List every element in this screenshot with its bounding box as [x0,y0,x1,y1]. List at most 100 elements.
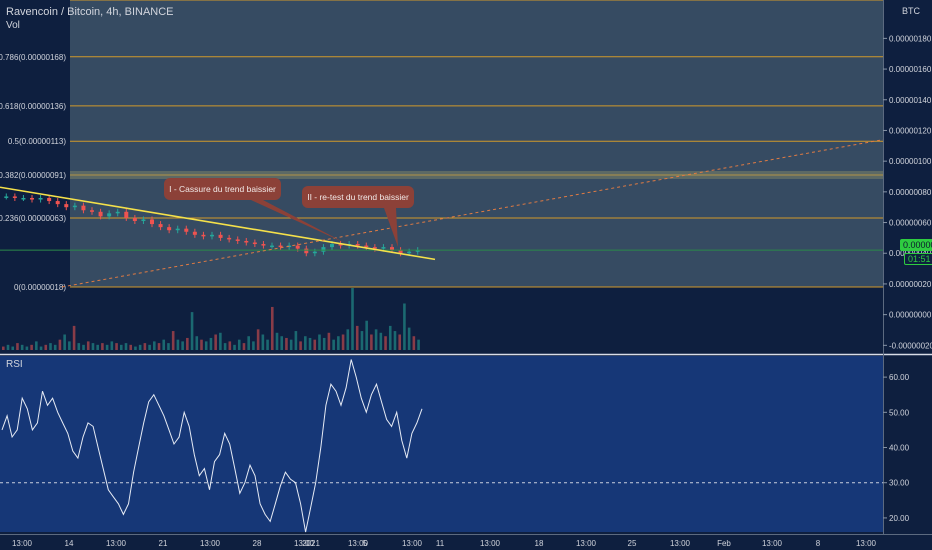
volume-bar [157,343,161,350]
candle-body [252,242,257,245]
volume-bar [96,344,99,350]
volume-bar [162,339,166,350]
candle-body [158,224,163,228]
volume-bar [115,343,118,350]
volume-bar [72,325,76,350]
candle-body [21,197,26,200]
volume-bar [393,331,397,350]
volume-bar [91,343,95,350]
rsi-tick-label: 20.00 [889,514,910,523]
volume-bar [2,346,5,350]
price-pane[interactable]: 0.786(0.00000168) 0.618(0.00000136) 0.5(0.… [0,0,884,292]
volume-bar [219,332,222,350]
volume-bar [299,341,302,350]
volume-bar [129,344,133,350]
volume-bar [11,346,15,350]
time-tick-label: 8 [816,539,821,548]
price-tick-label: 0.00000020 [889,280,932,289]
time-tick-label: 13:00 [294,539,315,548]
candle-body [321,247,326,252]
candle-body [132,217,137,222]
volume-bar [261,334,265,350]
price-tick-label: 0.00000060 [889,219,932,228]
candle-body [390,247,394,251]
volume-bar [403,303,406,350]
fib-zone [70,0,883,288]
volume-bar [228,341,232,350]
time-tick-label: 13:00 [12,539,33,548]
currency-text: BTC [902,6,920,16]
countdown-badge: 01:51 [904,253,932,265]
callout-text: II - re-test du trend baissier [307,192,409,202]
annotations[interactable]: I - Cassure du trend baissier II - re-tes… [164,178,414,247]
volume-bar [285,337,288,350]
volume-bar [171,331,175,350]
fib-level-label: 0.5(0.00000113) [8,137,66,146]
volume-bar [412,336,416,350]
volume-bar [313,339,317,350]
volume-bar [53,344,57,350]
candle-body [407,251,412,254]
volume-legend[interactable]: Vol [6,20,20,31]
rsi-pane[interactable] [0,353,932,533]
volume-bar [200,339,203,350]
volume-bar [294,331,298,350]
volume-bar [360,331,364,350]
volume-bar [204,341,208,350]
volume-bar [237,339,241,350]
volume-bar [82,344,85,350]
candle-body [12,196,17,198]
volume-bar [270,306,274,350]
volume-bar [134,346,137,350]
price-tick-label: 0.00000000 [889,311,932,320]
candle-body [295,245,300,249]
volume-bar [346,329,350,350]
volume-bar [44,344,48,350]
volume-bar [119,344,123,350]
candle-body [244,240,249,243]
volume-bar [242,343,246,350]
time-tick-label: 13:00 [348,539,369,548]
callout-box [164,178,281,200]
candle-body [261,244,266,246]
candle-body [47,197,52,202]
volume-bar [384,336,387,350]
candle-body [201,234,206,237]
rsi-legend[interactable]: RSI [6,359,23,370]
volume-bar [25,346,29,350]
time-tick-label: 13:00 [200,539,221,548]
volume-bar [148,344,151,350]
volume-bar [181,341,184,350]
fib-highlight-band [70,170,883,179]
time-tick-label: 5 [363,539,368,548]
candle-body [107,213,112,217]
volume-bar [124,343,128,350]
candle-body [210,234,214,237]
volume-bar [247,336,250,350]
currency-label: BTC [902,6,920,16]
candle-body [372,247,377,249]
fib-level-label: 0.786(0.00000168) [0,53,66,62]
volume-bar [351,288,354,350]
volume-bar [167,343,170,350]
time-tick-label: 13:00 [106,539,127,548]
time-tick-label: 13:00 [576,539,597,548]
candle-body [338,244,343,246]
price-tick-label: 0.00000080 [889,188,932,197]
rsi-tick-label: 60.00 [889,373,910,382]
volume-bar [86,341,90,350]
candle-body [38,197,43,200]
volume-bar [266,339,269,350]
volume-bar [186,337,189,350]
volume-bar [304,336,307,350]
candle-body [270,245,274,248]
candle-body [90,210,94,212]
last-price-badge: 0.00000042 [900,239,932,251]
symbol-legend[interactable]: Ravencoin / Bitcoin, 4h, BINANCE [6,6,174,18]
candle-body [81,205,86,211]
volume-bar [101,343,104,350]
candle-body [415,250,420,252]
volume-bar [280,336,284,350]
volume-bar [77,343,81,350]
